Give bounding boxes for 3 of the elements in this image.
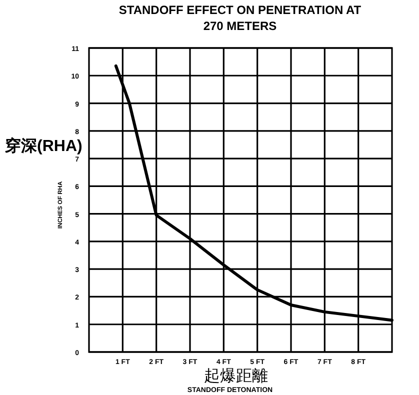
text: 起爆距離: [204, 367, 268, 385]
text: 穿深(RHA): [5, 137, 82, 155]
chart-title: STANDOFF EFFECT ON PENETRATION AT 270 METERS: [118, 3, 362, 33]
